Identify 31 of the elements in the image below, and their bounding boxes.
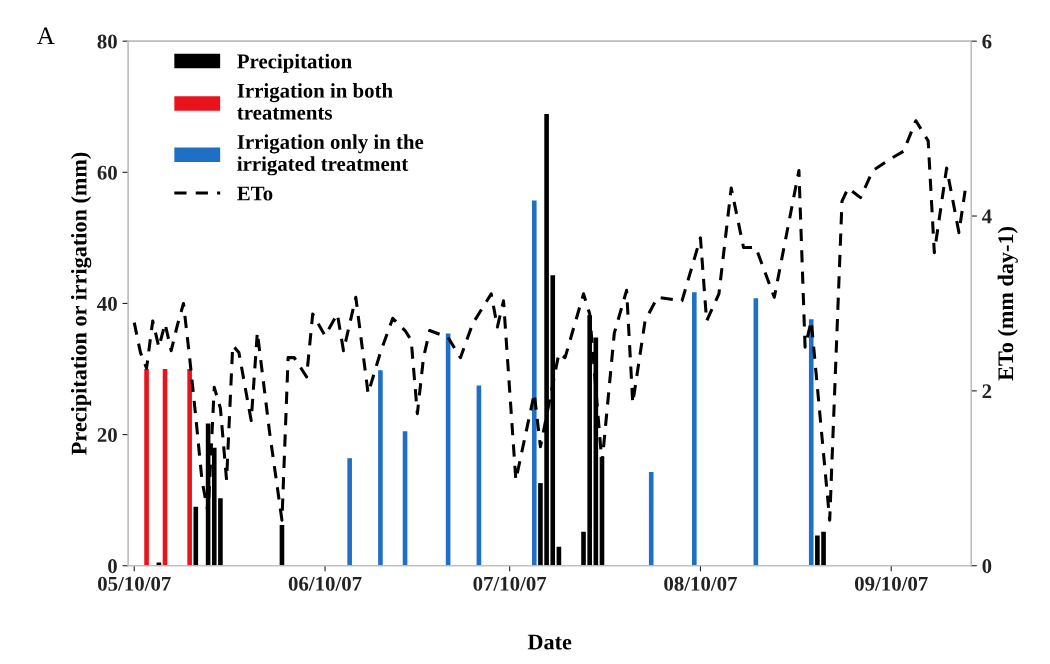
bar bbox=[648, 471, 654, 566]
x-tick-label: 05/10/07 bbox=[98, 576, 171, 591]
bar bbox=[347, 458, 352, 566]
x-tick-label: 08/10/07 bbox=[664, 576, 737, 591]
bar bbox=[193, 506, 199, 566]
legend-label: Irrigation in both treatments bbox=[237, 83, 393, 120]
legend-label: Precipitation bbox=[237, 53, 352, 73]
y-tick-label: 80 bbox=[97, 34, 117, 49]
text: A bbox=[37, 27, 55, 44]
y2-tick-label: 6 bbox=[982, 34, 992, 49]
bar bbox=[187, 369, 192, 566]
legend-label: Irrigation only in the irrigated treatment bbox=[237, 134, 424, 176]
y-tick-label: 40 bbox=[97, 296, 117, 311]
x-tick-label: 09/10/07 bbox=[855, 576, 928, 591]
bar bbox=[378, 370, 383, 566]
y2-axis-title: ETo (mm day-1) bbox=[997, 227, 1018, 381]
y-tick-label: 20 bbox=[97, 427, 117, 443]
bar bbox=[692, 292, 697, 566]
bar bbox=[144, 369, 149, 566]
x-tick-label: 07/10/07 bbox=[473, 576, 547, 591]
y2-tick-label: 0 bbox=[982, 559, 992, 574]
y-axis-title: Precipitation or irrigation (mm) bbox=[70, 152, 92, 455]
y-tick-label: 60 bbox=[97, 165, 117, 180]
x-tick-label: 06/10/07 bbox=[288, 576, 362, 591]
legend-label: ETo bbox=[237, 186, 273, 201]
x-axis-title: Date bbox=[527, 634, 572, 650]
bar bbox=[531, 200, 537, 566]
bar bbox=[808, 319, 814, 566]
y2-tick-label: 2 bbox=[982, 384, 992, 399]
y-tick-label: 0 bbox=[108, 559, 117, 574]
y2-tick-label: 4 bbox=[981, 209, 992, 224]
